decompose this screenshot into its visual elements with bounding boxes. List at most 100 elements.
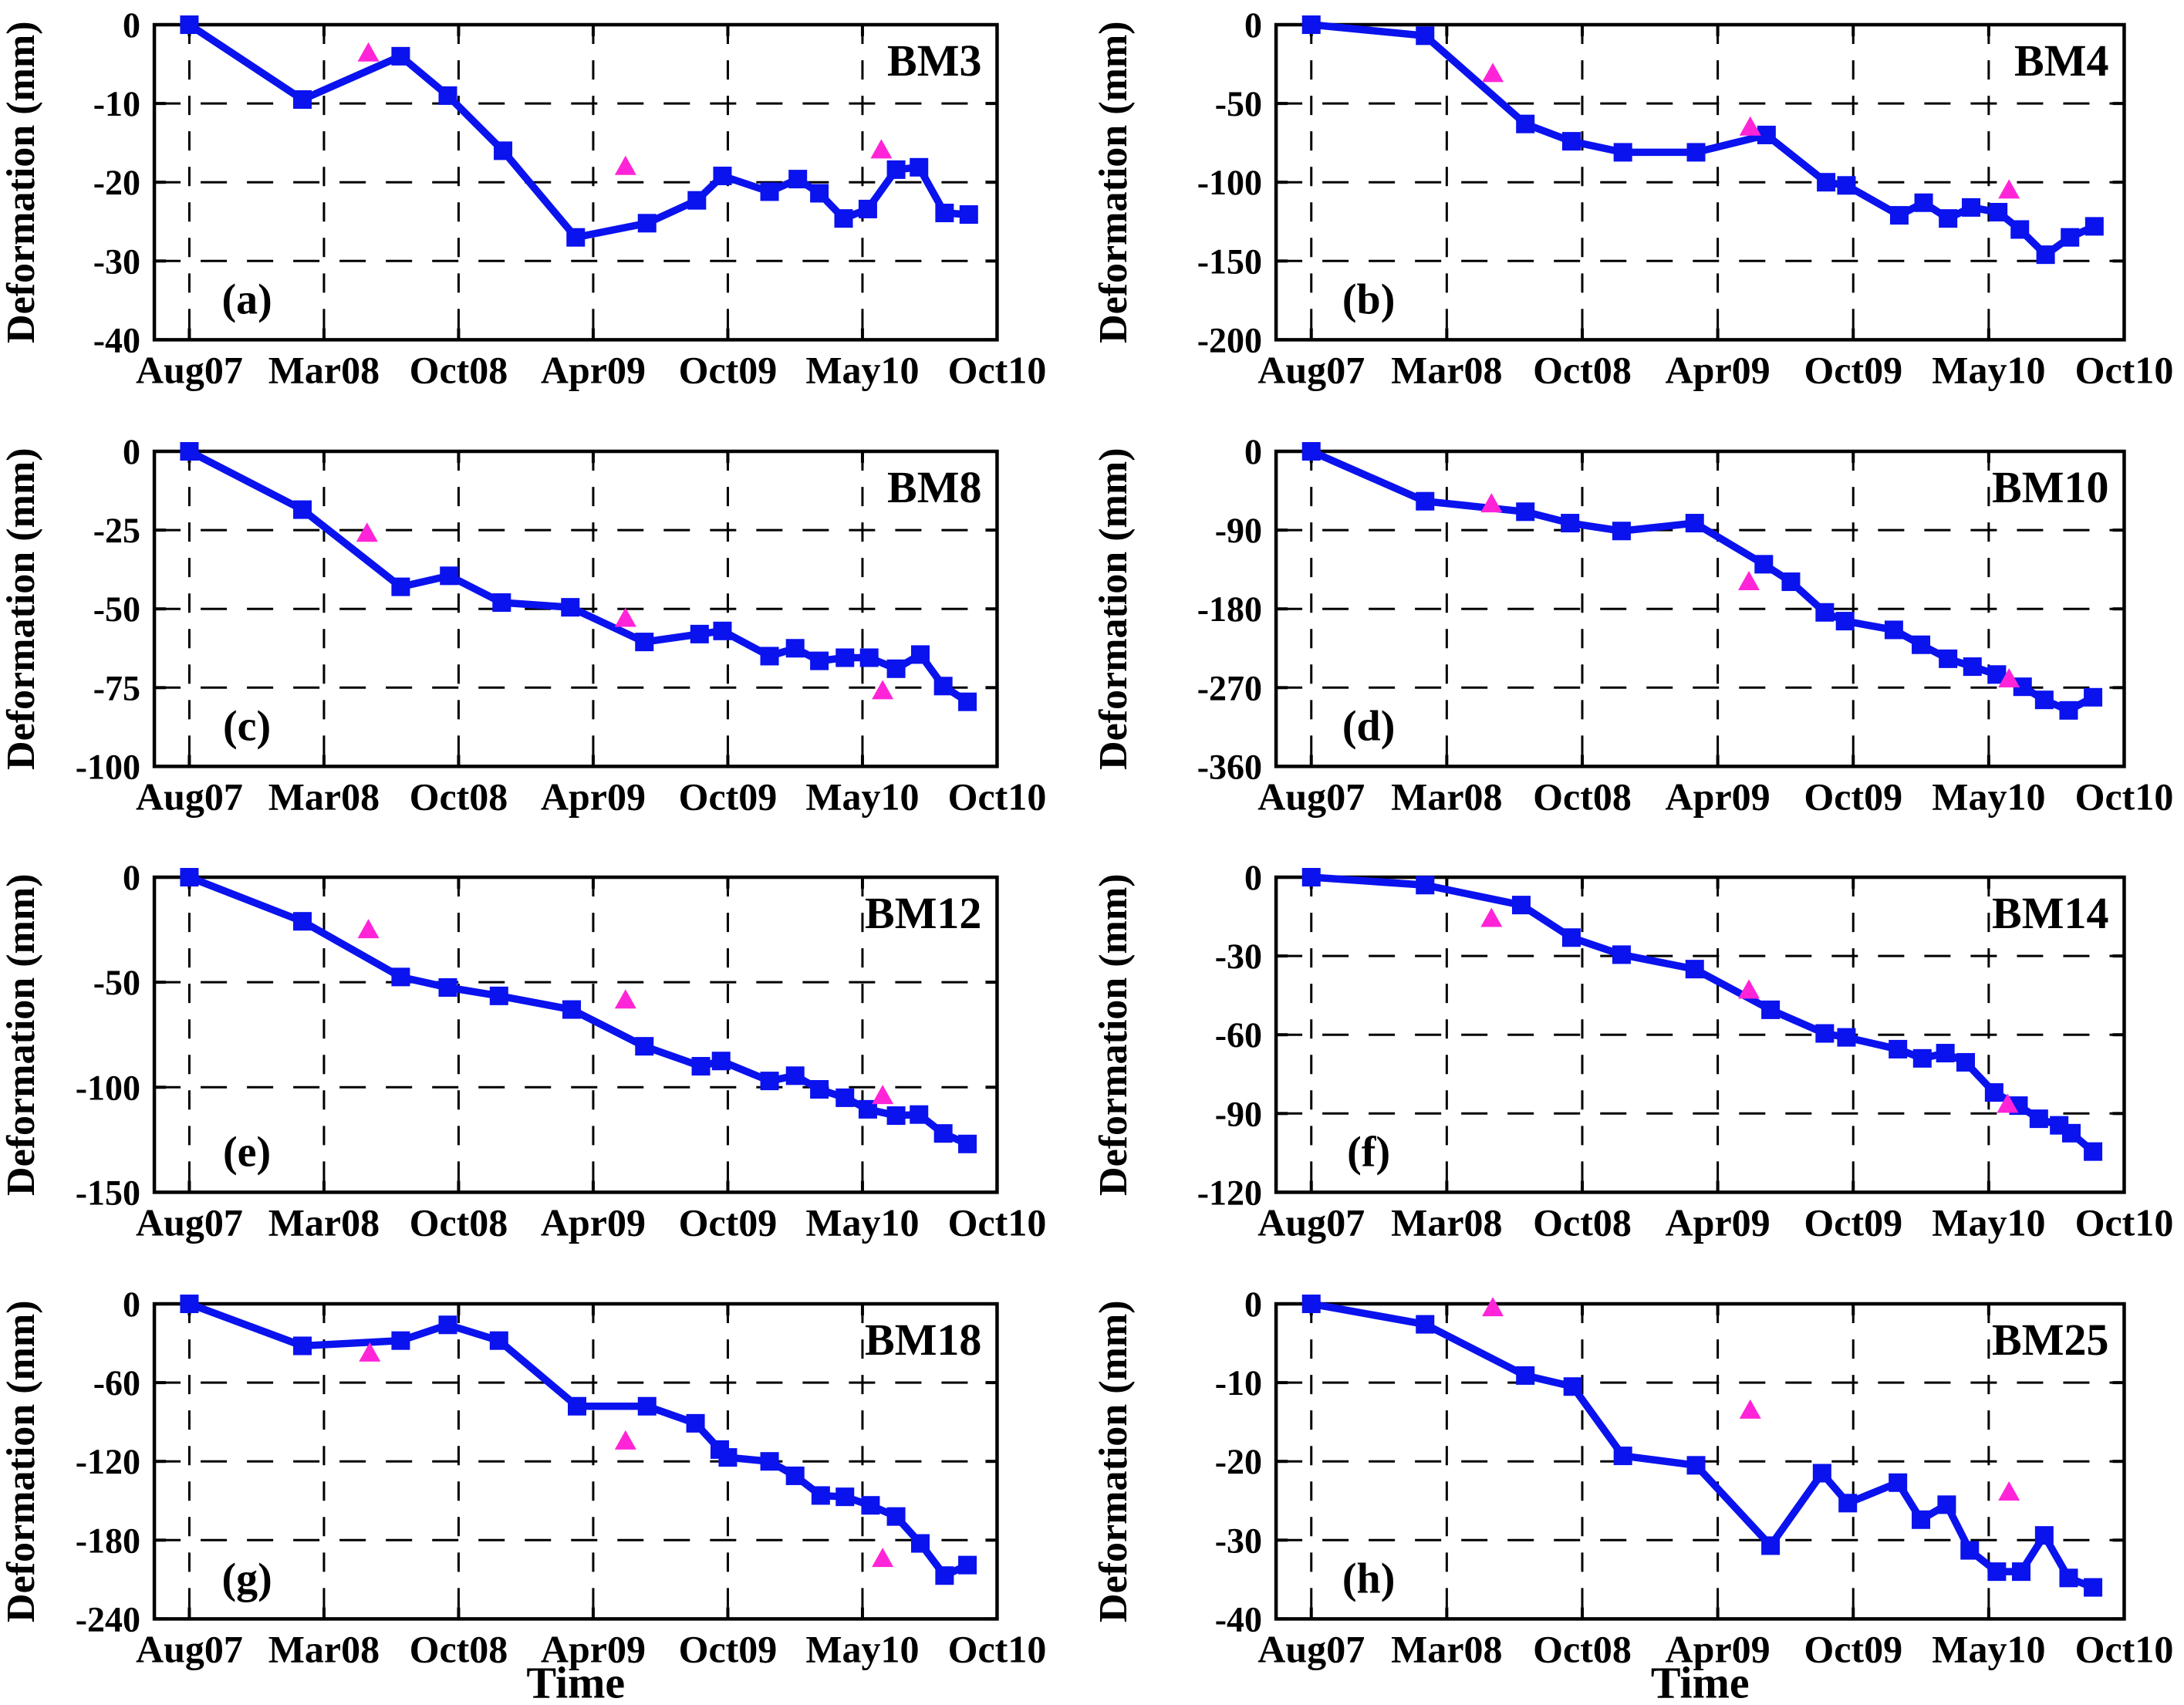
y-tick-label: -100: [1197, 163, 1261, 202]
y-tick-label: -150: [1197, 241, 1261, 281]
x-tick-label: Oct09: [679, 348, 778, 391]
y-tick-label: -10: [1214, 1363, 1261, 1403]
x-tick-label: Aug07: [1257, 348, 1365, 391]
x-tick-label: May10: [805, 1627, 919, 1670]
x-tick-label: Oct08: [1533, 1200, 1632, 1244]
y-axis-title: Deformation (mm): [0, 1300, 43, 1622]
y-tick-label: -30: [1214, 1521, 1261, 1560]
y-tick-label: -120: [1197, 1173, 1261, 1212]
panel-letter: (e): [223, 1128, 271, 1176]
x-tick-label: Oct08: [1533, 348, 1632, 391]
x-tick-label: Oct10: [948, 1200, 1047, 1244]
y-tick-label: 0: [123, 858, 140, 897]
y-axis-title: Deformation (mm): [0, 447, 43, 770]
subplot-e-bm12: 0 -50 -100 -150 Aug07 Mar08 Oct08 Apr09 Oct09 May…: [0, 852, 1092, 1279]
axes-box: [152, 875, 999, 1194]
x-tick-label: Oct08: [410, 1627, 508, 1670]
x-tick-label: Apr09: [1665, 1200, 1770, 1244]
y-axis-title: Deformation (mm): [1092, 21, 1136, 343]
y-tick-label: -75: [93, 668, 140, 707]
x-axis-title: Time: [1650, 1657, 1749, 1705]
subplot-h-bm25: 0 -10 -20 -30 -40 Aug07 Mar08 Oct08 Apr09 Oct09 Ma…: [1092, 1278, 2184, 1705]
x-tick-label: May10: [805, 1200, 919, 1244]
y-tick-label: -50: [1214, 84, 1261, 123]
x-tick-label: Oct10: [2074, 348, 2173, 391]
deformation-line: [1310, 21, 2096, 260]
panel-letter: (a): [221, 275, 272, 323]
triangle-markers: [357, 42, 893, 175]
y-tick-label: -10: [93, 84, 140, 123]
panel-letter: (g): [221, 1555, 272, 1602]
y-tick-label: -30: [93, 241, 140, 281]
y-tick-label: -20: [93, 163, 140, 202]
y-tick-label: -120: [76, 1442, 140, 1481]
subplot-f-bm14: 0 -30 -60 -90 -120 Aug07 Mar08 Oct08 Apr09 Oct09 M…: [1092, 852, 2184, 1279]
square-markers: [180, 15, 978, 247]
triangle-markers: [1480, 907, 2018, 1113]
x-axis-title: Time: [526, 1657, 625, 1705]
y-tick-label: 0: [123, 1285, 140, 1324]
x-tick-label: May10: [1932, 348, 2045, 391]
x-tick-label: Mar08: [1391, 775, 1502, 818]
triangle-markers: [1481, 62, 2020, 199]
x-tick-label: Oct09: [1804, 1627, 1902, 1670]
x-tick-label: Oct10: [948, 775, 1047, 818]
y-tick-label: -90: [1214, 1094, 1261, 1133]
station-label: BM12: [865, 888, 981, 938]
y-tick-label: -25: [93, 511, 140, 550]
triangle-markers: [1480, 492, 2020, 687]
x-tick-label: Oct09: [679, 1627, 778, 1670]
subplot-c-bm8: 0 -25 -50 -75 -100 Aug07 Mar08 Oct08 Apr09 Oct09 M…: [0, 426, 1092, 852]
x-tick-label: Oct08: [410, 348, 508, 391]
x-tick-label: Oct09: [1804, 1200, 1902, 1244]
station-label: BM25: [1992, 1315, 2108, 1365]
y-axis-title: Deformation (mm): [0, 873, 43, 1196]
subplot-d-bm10: 0 -90 -180 -270 -360 Aug07 Mar08 Oct08 Apr09 Oct0…: [1092, 426, 2184, 852]
y-tick-label: -40: [93, 320, 140, 360]
station-label: BM8: [887, 462, 981, 512]
y-tick-label: -360: [1197, 747, 1261, 786]
y-tick-label: -150: [76, 1173, 140, 1212]
x-tick-label: Aug07: [1257, 775, 1365, 818]
x-tick-label: Aug07: [1257, 1200, 1365, 1244]
deformation-line: [1310, 873, 2095, 1155]
y-axis-title: Deformation (mm): [1092, 873, 1136, 1196]
triangle-markers: [356, 522, 894, 699]
x-tick-label: Oct10: [2074, 775, 2173, 818]
y-tick-label: -60: [93, 1363, 140, 1403]
square-markers: [1301, 1294, 2102, 1597]
x-tick-label: Mar08: [1391, 348, 1502, 391]
station-label: BM3: [887, 35, 981, 86]
triangle-markers: [1481, 1296, 2020, 1501]
x-tick-label: Apr09: [541, 775, 646, 818]
y-tick-label: 0: [123, 432, 140, 471]
subplot-g-bm18: 0 -60 -120 -180 -240 Aug07 Mar08 Oct08 Apr09 Oct0…: [0, 1278, 1092, 1705]
x-tick-label: Oct08: [410, 1200, 508, 1244]
y-axis-title: Deformation (mm): [1092, 447, 1136, 770]
x-tick-label: Oct08: [1533, 1627, 1632, 1670]
y-tick-label: -90: [1214, 511, 1261, 550]
station-label: BM10: [1992, 462, 2108, 512]
x-tick-label: Apr09: [1665, 775, 1770, 818]
x-tick-label: May10: [1932, 1200, 2045, 1244]
x-tick-label: Aug07: [136, 1200, 243, 1244]
subplot-b-bm4: 0 -50 -100 -150 -200 Aug07 Mar08 Oct08 Apr09 Oct0…: [1092, 0, 2184, 427]
x-tick-label: Oct10: [948, 1627, 1047, 1670]
square-markers: [1301, 15, 2104, 265]
y-axis-title: Deformation (mm): [0, 21, 43, 343]
square-markers: [180, 868, 977, 1153]
x-tick-label: Oct10: [2074, 1200, 2173, 1244]
y-tick-label: -100: [76, 1068, 140, 1107]
x-tick-label: Mar08: [268, 1200, 380, 1244]
triangle-markers: [357, 919, 894, 1105]
square-markers: [1301, 868, 2102, 1161]
station-label: BM14: [1992, 888, 2108, 938]
x-tick-label: Mar08: [268, 348, 380, 391]
square-markers: [1301, 441, 2102, 720]
